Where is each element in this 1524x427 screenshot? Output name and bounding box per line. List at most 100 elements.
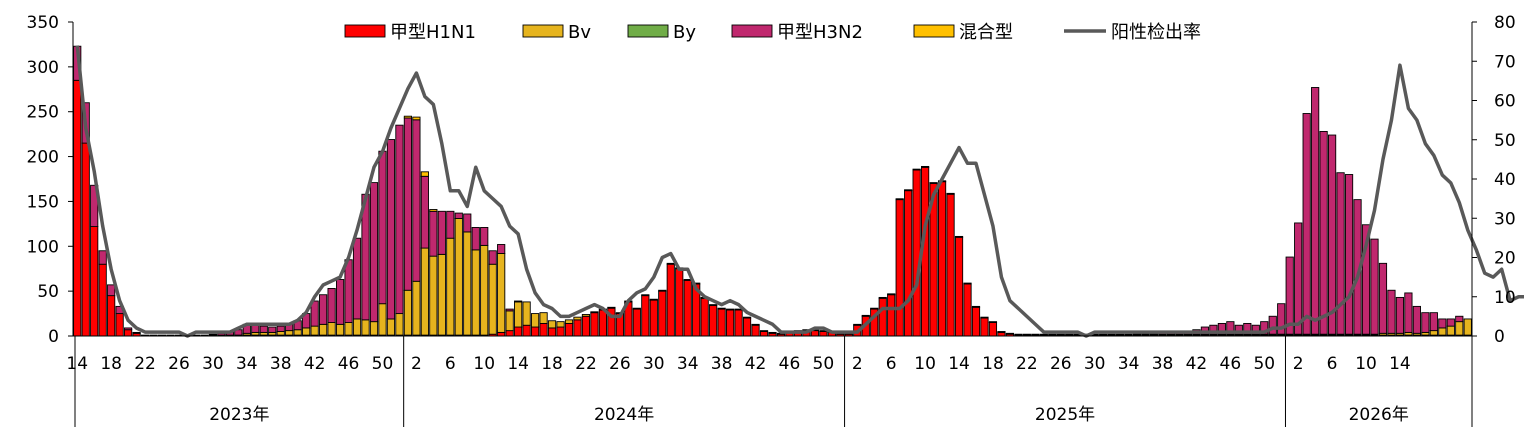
bar-1-week-57 — [547, 327, 557, 337]
bar-4-week-157 — [1395, 296, 1405, 334]
bar-4-week-4 — [98, 250, 107, 265]
bar-2-week-81 — [751, 323, 760, 326]
right-tick-label: 20 — [1494, 249, 1516, 269]
x-tick-label: 10 — [473, 354, 495, 374]
bar-2-week-61 — [581, 314, 591, 317]
bar-5-week-40 — [403, 115, 413, 119]
x-tick-label: 38 — [1152, 354, 1174, 374]
legend-label: 甲型H3N2 — [777, 22, 863, 43]
x-tick-label: 18 — [100, 354, 122, 374]
right-tick-label: 30 — [1494, 209, 1516, 229]
bar-2-week-46 — [454, 218, 463, 336]
x-tick-label: 38 — [711, 354, 733, 374]
bar-1-week-52 — [505, 330, 514, 337]
x-tick-label: 46 — [1220, 354, 1242, 374]
bar-1-week-5 — [107, 295, 116, 337]
bar-2-week-83 — [768, 331, 777, 334]
bar-2-week-42 — [420, 247, 429, 336]
bar-4-week-5 — [107, 284, 116, 297]
bar-2-week-25 — [276, 331, 285, 336]
bar-2-week-49 — [480, 244, 489, 336]
bar-4-week-159 — [1412, 305, 1421, 334]
bar-4-week-31 — [327, 288, 336, 323]
bar-1-week-59 — [564, 322, 574, 337]
bar-4-week-38 — [386, 139, 396, 320]
bar-1-week-96 — [878, 297, 887, 337]
bar-2-week-45 — [446, 237, 455, 336]
axes-layer: 0501001502002503003500102030405060708014… — [27, 13, 1516, 427]
bar-1-week-78 — [726, 309, 735, 337]
bar-2-week-64 — [607, 306, 616, 309]
bar-2-week-95 — [870, 307, 879, 310]
bar-2-week-78 — [726, 308, 735, 311]
bar-4-week-150 — [1336, 172, 1345, 335]
bar-4-week-148 — [1319, 130, 1328, 335]
left-tick-label: 250 — [27, 103, 59, 123]
x-tick-label: 42 — [304, 354, 326, 374]
bar-2-week-118 — [1065, 333, 1074, 336]
bar-1-week-63 — [598, 309, 608, 337]
bar-4-week-24 — [268, 326, 277, 333]
bar-2-week-30 — [319, 323, 328, 336]
bar-1-week-72 — [675, 268, 684, 337]
bar-1-week-99 — [904, 190, 913, 337]
bar-2-week-124 — [1116, 333, 1125, 336]
bar-4-week-137 — [1226, 321, 1235, 335]
bar-5-week-41 — [412, 116, 421, 121]
bar-2-week-37 — [378, 303, 387, 336]
legend-swatch — [913, 24, 955, 38]
x-tick-label: 34 — [236, 354, 258, 374]
bar-4-week-7 — [124, 327, 133, 331]
legend-label: 阳性检出率 — [1111, 22, 1201, 43]
bar-2-week-97 — [887, 293, 896, 296]
bar-2-week-113 — [1022, 333, 1031, 336]
bar-1-week-105 — [954, 236, 964, 337]
bar-2-week-116 — [1048, 333, 1057, 336]
bar-2-week-102 — [929, 182, 938, 184]
x-tick-label: 2 — [852, 354, 863, 374]
bar-4-week-145 — [1294, 222, 1303, 335]
bar-1-week-2 — [81, 142, 90, 337]
bar-4-week-163 — [1446, 318, 1455, 327]
year-label: 2026年 — [1349, 405, 1409, 425]
right-tick-label: 50 — [1494, 131, 1516, 151]
bar-1-week-69 — [649, 299, 658, 337]
bar-2-week-164 — [1455, 321, 1464, 336]
x-tick-label: 22 — [575, 354, 597, 374]
left-tick-label: 150 — [27, 192, 59, 212]
bar-1-week-104 — [946, 193, 955, 337]
bar-1-week-73 — [683, 279, 692, 337]
bar-2-week-161 — [1429, 330, 1438, 336]
x-tick-label: 18 — [982, 354, 1004, 374]
bar-4-week-160 — [1421, 312, 1430, 333]
bar-2-week-96 — [878, 296, 887, 299]
bar-4-week-53 — [514, 300, 523, 303]
bar-4-week-17 — [208, 333, 217, 336]
bar-2-week-112 — [1014, 333, 1023, 336]
bar-2-week-38 — [386, 318, 396, 336]
bar-1-week-77 — [717, 308, 726, 337]
bar-4-week-42 — [420, 175, 429, 249]
bar-2-week-54 — [522, 301, 531, 326]
bar-2-week-76 — [709, 304, 718, 306]
bar-2-week-28 — [302, 327, 311, 336]
bar-2-week-51 — [497, 253, 506, 333]
bar-4-week-140 — [1251, 324, 1260, 335]
bar-4-week-33 — [344, 259, 353, 323]
bar-2-week-109 — [988, 321, 998, 323]
bar-2-week-33 — [344, 322, 353, 336]
bar-4-week-143 — [1277, 303, 1286, 335]
right-tick-label: 60 — [1494, 92, 1516, 112]
bar-4-week-149 — [1327, 134, 1337, 335]
bar-1-week-61 — [581, 315, 591, 337]
bar-4-week-161 — [1429, 312, 1438, 332]
bar-4-week-48 — [471, 226, 480, 251]
bar-2-week-55 — [531, 313, 540, 328]
bar-2-week-60 — [573, 316, 582, 321]
x-tick-label: 10 — [1355, 354, 1377, 374]
bar-5-week-43 — [429, 209, 438, 212]
bar-4-week-46 — [454, 212, 463, 219]
bar-4-week-142 — [1268, 315, 1277, 335]
bar-2-week-108 — [980, 316, 989, 319]
legend-swatch — [731, 24, 773, 38]
